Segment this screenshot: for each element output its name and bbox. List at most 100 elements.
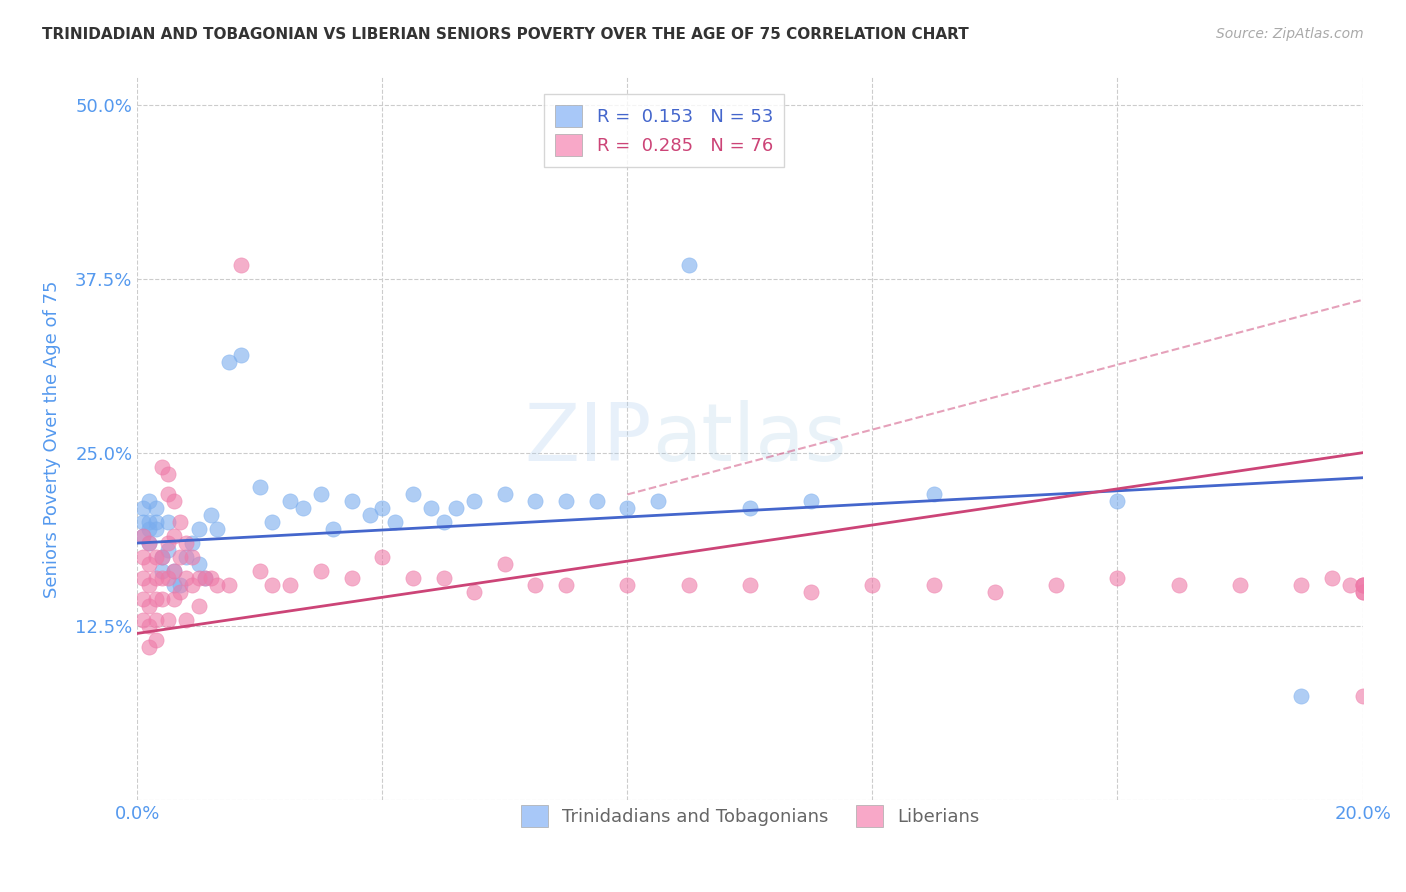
Point (1351, 578, 1374, 592)
Point (291, 501, 314, 516)
Point (181, 549, 204, 564)
Point (156, 543, 179, 558)
Point (1107, 571, 1129, 585)
Point (384, 515, 406, 529)
Point (132, 591, 155, 606)
Point (280, 494, 302, 508)
Point (145, 633, 167, 648)
Point (1229, 578, 1251, 592)
Point (1351, 578, 1374, 592)
Point (181, 578, 204, 592)
Point (145, 613, 167, 627)
Point (181, 536, 204, 550)
Point (174, 536, 197, 550)
Point (132, 529, 155, 543)
Point (738, 501, 761, 516)
Point (150, 549, 173, 564)
Point (145, 501, 167, 516)
Point (200, 508, 222, 523)
Text: TRINIDADIAN AND TOBAGONIAN VS LIBERIAN SENIORS POVERTY OVER THE AGE OF 75 CORREL: TRINIDADIAN AND TOBAGONIAN VS LIBERIAN S… (42, 27, 969, 42)
Point (260, 578, 283, 592)
Point (187, 571, 209, 585)
Point (132, 571, 155, 585)
Point (150, 459, 173, 474)
Text: Source: ZipAtlas.com: Source: ZipAtlas.com (1216, 27, 1364, 41)
Point (156, 613, 179, 627)
Point (585, 494, 607, 508)
Point (862, 578, 884, 592)
Point (156, 487, 179, 501)
Point (174, 571, 197, 585)
Point (138, 536, 160, 550)
Point (738, 578, 761, 592)
Point (205, 578, 228, 592)
Point (200, 571, 222, 585)
Point (145, 571, 167, 585)
Point (194, 571, 217, 585)
Point (163, 494, 186, 508)
Point (432, 571, 454, 585)
Point (163, 564, 186, 578)
Point (1351, 584, 1374, 599)
Point (169, 584, 191, 599)
Point (138, 536, 160, 550)
Point (150, 564, 173, 578)
Point (420, 501, 443, 516)
Point (218, 578, 240, 592)
Text: ZIP: ZIP (524, 400, 652, 478)
Point (174, 613, 197, 627)
Point (1291, 578, 1313, 592)
Point (138, 522, 160, 536)
Point (922, 578, 945, 592)
Point (371, 549, 394, 564)
Point (463, 494, 485, 508)
Point (174, 549, 197, 564)
Point (150, 549, 173, 564)
Point (678, 578, 700, 592)
Point (322, 522, 344, 536)
Point (138, 599, 160, 613)
Point (145, 522, 167, 536)
Point (359, 508, 381, 523)
Point (132, 501, 155, 516)
Point (132, 549, 155, 564)
Point (138, 557, 160, 571)
Point (138, 578, 160, 592)
Point (524, 578, 547, 592)
Point (145, 549, 167, 564)
Point (1320, 571, 1343, 585)
Point (494, 557, 516, 571)
Point (1351, 584, 1374, 599)
Point (231, 348, 253, 362)
Point (249, 564, 271, 578)
Point (678, 258, 700, 272)
Point (187, 522, 209, 536)
Legend: Trinidadians and Tobagonians, Liberians: Trinidadians and Tobagonians, Liberians (513, 798, 987, 835)
Point (187, 599, 209, 613)
Point (444, 501, 467, 516)
Point (260, 515, 283, 529)
Point (1167, 578, 1189, 592)
Point (371, 501, 394, 516)
Point (138, 619, 160, 633)
Point (132, 613, 155, 627)
Point (280, 578, 302, 592)
Point (463, 584, 485, 599)
Point (218, 355, 240, 369)
Point (163, 564, 186, 578)
Point (163, 529, 186, 543)
Point (1351, 578, 1374, 592)
Point (205, 522, 228, 536)
Point (647, 494, 669, 508)
Point (163, 591, 186, 606)
Point (309, 564, 332, 578)
Point (616, 578, 638, 592)
Point (555, 578, 578, 592)
Point (249, 480, 271, 494)
Point (1291, 689, 1313, 703)
Point (138, 640, 160, 655)
Point (145, 515, 167, 529)
Point (1351, 689, 1374, 703)
Point (524, 494, 547, 508)
Point (309, 487, 332, 501)
